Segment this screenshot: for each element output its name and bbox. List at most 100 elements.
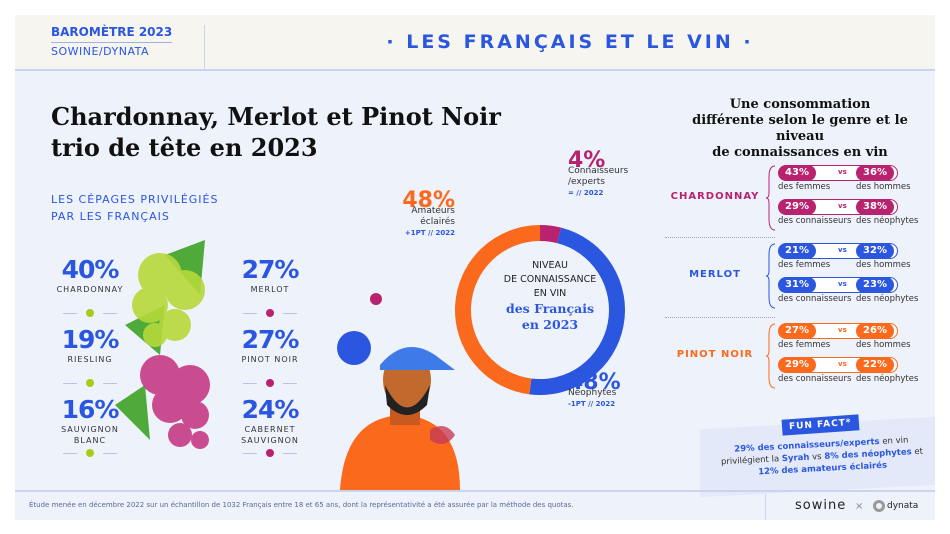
group-name: PINOT NOIR [676,349,754,360]
grape-pct: 40% [61,255,120,284]
label-experts: 4% Connaisseurs /experts = // 2022 [568,148,648,199]
segment-label: des néophytes [856,374,919,384]
center-line2: DE CONNAISSANCE [503,274,597,285]
knowledge-donut-chart [455,225,625,395]
segment-label: des hommes [856,340,911,350]
subtitle-line2: PAR LES FRANÇAIS [51,210,170,223]
subtitle: LES CÉPAGES PRIVILÉGIÉS PAR LES FRANÇAIS [51,191,218,225]
dash [103,453,117,454]
divider [204,25,205,71]
right-title-1: Une consommation [729,97,871,112]
man-tasting-illustration [340,347,460,490]
divider [765,494,766,520]
header: BAROMÈTRE 2023 SOWINE/DYNATA · LES FRANÇ… [15,15,935,71]
group-name: CHARDONNAY [670,191,760,202]
dash [63,313,77,314]
grape-dot [86,309,94,317]
infographic: BAROMÈTRE 2023 SOWINE/DYNATA · LES FRANÇ… [15,15,935,520]
grape-dot [266,379,274,387]
vs-label: vs [838,246,847,254]
grape-pct: 27% [241,255,300,284]
brace [766,243,776,309]
grape-stat: 27% MERLOT [225,255,315,295]
deco-circle-pink [370,293,382,305]
vs-label: vs [838,280,847,288]
ff-t3: et [911,446,924,458]
brace [766,165,776,231]
grape-name: CABERNET SAUVIGNON [241,425,299,445]
pct-pill: 38% [856,199,894,215]
donut-slice [539,225,562,244]
grape-dot [86,379,94,387]
grape-stat: 40% CHARDONNAY [45,255,135,295]
brace [766,323,776,389]
amateurs-pct: 48% [402,188,455,213]
pct-pill: 32% [856,243,894,259]
dash [63,383,77,384]
group-name: MERLOT [689,269,741,280]
footer: Étude menée en décembre 2022 sur un écha… [15,490,935,520]
dash [243,453,257,454]
grape-dot [266,449,274,457]
ff-t2: vs [809,451,825,463]
grape-stat: 16% SAUVIGNON BLANC [45,395,135,446]
center-line5: en 2023 [521,317,579,332]
donut-slice [529,227,625,395]
segment-label: des femmes [778,260,831,270]
segment-label: des femmes [778,182,831,192]
label-amateurs: 48% Amateurs éclairés +1PT // 2022 [375,188,455,239]
segment-label: des connaisseurs [778,374,852,384]
center-line4: des Français [505,301,594,316]
experts-pct: 4% [568,148,606,173]
right-title-2: différente selon le genre et le niveau [692,113,908,144]
grape-dot [266,309,274,317]
dynata-logo-icon [873,500,885,512]
grape-pct: 24% [241,395,300,424]
neophytes-pct: 48% [568,370,621,395]
headline-line2: trio de tête en 2023 [51,133,318,162]
pct-pill: 21% [778,243,816,259]
pct-pill: 26% [856,323,894,339]
grapes-illustration [115,240,210,449]
segment-label: des connaisseurs [778,294,852,304]
grape-name: PINOT NOIR [241,355,299,364]
grape-name: SAUVIGNON BLANC [61,425,119,445]
grape-stat: 19% RIESLING [45,325,135,365]
dash [283,313,297,314]
segment-label: des néophytes [856,216,919,226]
grape-dot [86,449,94,457]
neophytes-change: -1PT // 2022 [568,400,616,408]
pct-pill: 43% [778,165,816,181]
sowine-logo: sowine [795,498,847,513]
separator [665,237,775,238]
amateurs-change: +1PT // 2022 [404,229,455,237]
experts-name: Connaisseurs /experts [568,166,629,187]
dynata-logo: dynata [887,501,919,511]
pct-pill: 31% [778,277,816,293]
grape-pct: 16% [61,395,120,424]
grape-pct: 27% [241,325,300,354]
separator [665,317,775,318]
segment-label: des connaisseurs [778,216,852,226]
methodology-note: Étude menée en décembre 2022 sur un écha… [29,501,574,509]
deco-circle-blue [337,331,371,365]
amateurs-name: Amateurs éclairés [411,206,455,227]
segment-label: des néophytes [856,294,919,304]
headline: Chardonnay, Merlot et Pinot Noir trio de … [51,101,501,163]
label-neophytes: 48% Néophytes -1PT // 2022 [568,370,648,410]
dash [103,383,117,384]
subtitle-line1: LES CÉPAGES PRIVILÉGIÉS [51,193,219,206]
pct-pill: 29% [778,357,816,373]
vs-label: vs [838,202,847,210]
vs-label: vs [838,326,847,334]
donut-slice [455,225,541,395]
dash [283,383,297,384]
dash [243,313,257,314]
pct-pill: 27% [778,323,816,339]
experts-change: = // 2022 [568,189,604,197]
right-title-3: de connaissances en vin [712,145,888,160]
segment-label: des hommes [856,182,911,192]
donut-center-label: NIVEAU DE CONNAISSANCE EN VIN des França… [475,259,625,333]
vs-label: vs [838,168,847,176]
headline-line1: Chardonnay, Merlot et Pinot Noir [51,102,501,131]
